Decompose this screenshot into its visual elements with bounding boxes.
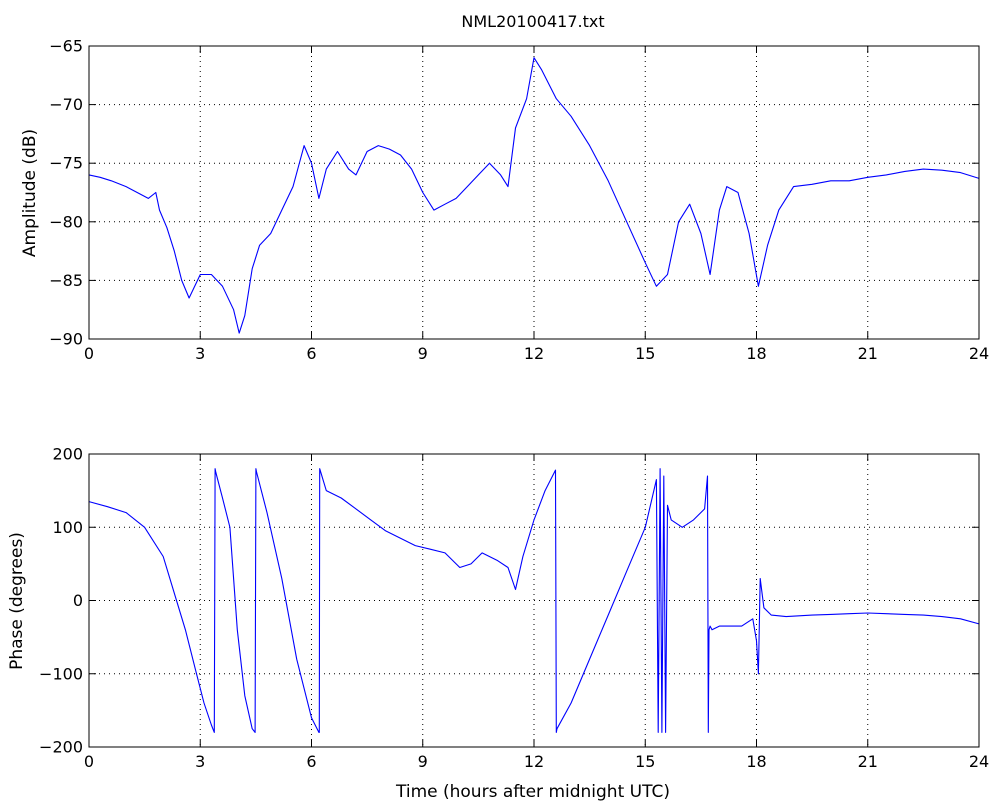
amplitude-plot-area	[89, 46, 979, 339]
amplitude-x-tick-label: 18	[746, 344, 766, 363]
amplitude-plot: 0 3 6 9 12 15 18 21 24 −90 −85 −80 −75 −70 −65	[49, 37, 989, 364]
amplitude-x-tick-label: 9	[418, 344, 428, 363]
amplitude-x-tick-label: 0	[84, 344, 94, 363]
phase-x-tick-label: 3	[195, 752, 205, 771]
amplitude-y-tick-label: −75	[49, 154, 83, 173]
phase-y-axis-label: Phase (degrees)	[7, 532, 27, 670]
amplitude-y-tick-label: −85	[49, 271, 83, 290]
amplitude-x-tick-label: 6	[306, 344, 316, 363]
chart-title: NML20100417.txt	[461, 12, 604, 31]
phase-x-tick-label: 0	[84, 752, 94, 771]
amplitude-series-line	[88, 57, 980, 334]
phase-x-tick-label: 6	[306, 752, 316, 771]
phase-x-tick-label: 21	[858, 752, 878, 771]
phase-x-tick-label: 18	[746, 752, 766, 771]
phase-y-tick-label: 100	[52, 518, 83, 537]
amplitude-y-tick-label: −90	[49, 330, 83, 349]
phase-y-tick-label: 200	[52, 445, 83, 464]
amplitude-x-tick-label: 15	[635, 344, 655, 363]
phase-y-tick-label: −100	[39, 664, 83, 683]
amplitude-x-tick-label: 12	[524, 344, 544, 363]
phase-series-line	[88, 468, 980, 733]
amplitude-x-tick-label: 24	[969, 344, 989, 363]
phase-x-tick-label: 12	[524, 752, 544, 771]
phase-y-tick-label: 0	[73, 591, 83, 610]
phase-y-tick-label: −200	[39, 738, 83, 757]
phase-x-axis-label: Time (hours after midnight UTC)	[395, 782, 670, 802]
amplitude-y-tick-label: −70	[49, 95, 83, 114]
phase-x-tick-label: 24	[969, 752, 989, 771]
phase-plot: 0 3 6 9 12 15 18 21 24 −200 −100 0 100 200	[39, 445, 989, 772]
amplitude-y-tick-label: −80	[49, 212, 83, 231]
amplitude-x-tick-label: 3	[195, 344, 205, 363]
amplitude-y-axis-label: Amplitude (dB)	[20, 129, 40, 257]
amplitude-x-tick-label: 21	[858, 344, 878, 363]
phase-x-tick-label: 9	[418, 752, 428, 771]
amplitude-y-tick-label: −65	[49, 37, 83, 56]
phase-x-tick-label: 15	[635, 752, 655, 771]
